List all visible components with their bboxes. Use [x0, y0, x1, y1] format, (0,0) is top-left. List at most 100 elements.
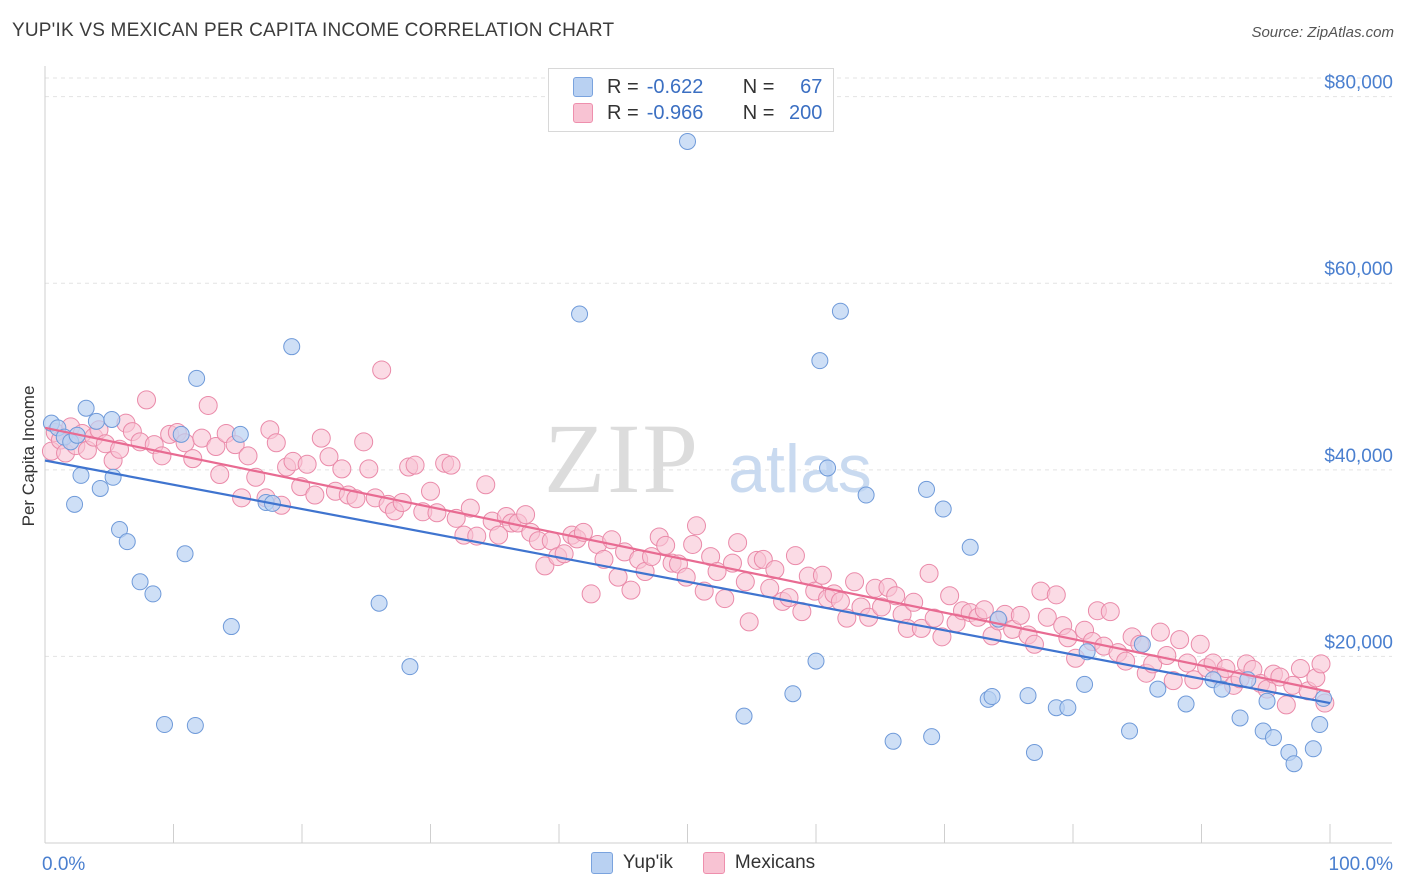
mexicans-point: [728, 533, 748, 553]
mexicans-point: [346, 489, 366, 509]
mexicans-trendline: [44, 426, 1331, 693]
yupik-point: [934, 500, 952, 518]
mexicans-point: [924, 608, 944, 628]
yupik-point: [918, 480, 936, 498]
x-tick-label: 100.0%: [1329, 854, 1394, 875]
mexicans-point: [594, 549, 614, 569]
yupik-point: [831, 302, 849, 320]
mexicans-point: [715, 589, 735, 609]
yupik-point: [131, 573, 149, 591]
yupik-point: [819, 459, 837, 477]
mexicans-point: [460, 498, 480, 518]
mexicans-point: [872, 597, 892, 617]
mexicans-point: [372, 360, 392, 380]
yupik-point: [103, 410, 121, 428]
mexicans-point: [516, 505, 536, 525]
chart-title: YUP'IK VS MEXICAN PER CAPITA INCOME CORR…: [12, 20, 615, 41]
yupik-trendline: [44, 459, 1331, 705]
mexicans-point: [535, 556, 555, 576]
watermark-atlas: atlas: [728, 431, 872, 507]
mexicans-point: [311, 428, 331, 448]
legend-label-mexicans: Mexicans: [734, 852, 816, 873]
yupik-point: [144, 585, 162, 603]
yupik-point: [1149, 680, 1167, 698]
yupik-point: [1133, 635, 1151, 653]
yupik-point: [1025, 744, 1043, 762]
r-value: -0.622: [646, 75, 704, 98]
legend-label-yupik: Yup'ik: [622, 852, 673, 873]
mexicans-point: [192, 428, 212, 448]
yupik-point: [735, 707, 753, 725]
mexicans-point: [421, 481, 440, 501]
yupik-point: [811, 352, 829, 370]
mexicans-point: [354, 432, 374, 452]
yupik-point: [1213, 680, 1231, 698]
mexicans-point: [137, 390, 157, 410]
legend-item-yupik[interactable]: Yup'ik: [590, 852, 673, 874]
yupik-point: [1059, 699, 1077, 717]
y-axis-label: Per Capita Income: [19, 386, 38, 527]
yupik-point: [111, 521, 129, 539]
yupik-point: [188, 369, 206, 387]
mexicans-point: [476, 475, 496, 495]
mexicans-point: [1116, 651, 1136, 671]
yupik-point: [961, 538, 979, 556]
yupik-point: [884, 732, 902, 750]
yupik-point: [222, 618, 240, 636]
mexicans-point: [210, 464, 230, 484]
mexicans-point: [198, 395, 218, 415]
mexicans-point: [489, 525, 509, 545]
mexicans-point: [621, 580, 641, 600]
mexicans-point: [1163, 671, 1183, 691]
yupik-point: [1019, 687, 1037, 705]
y-tick-label: $80,000: [1324, 73, 1393, 94]
mexicans-point: [206, 437, 226, 457]
yupik-point: [571, 305, 589, 323]
legend-swatch-mexicans: [573, 103, 593, 123]
mexicans-point: [332, 459, 352, 479]
mexicans-point: [739, 612, 759, 632]
mexicans-point: [1157, 645, 1177, 665]
series-legend: Yup'ik Mexicans: [0, 852, 1406, 874]
yupik-point: [77, 399, 95, 417]
yupik-point: [1076, 675, 1094, 693]
mexicans-point: [940, 586, 960, 606]
mexicans-point: [779, 588, 799, 608]
zipatlas-watermark: ZIP atlas: [544, 403, 872, 514]
correlation-legend: R = -0.622 N = 67 R = -0.966 N = 200: [548, 68, 834, 132]
yupik-point: [1304, 740, 1322, 758]
n-value: 200: [789, 101, 823, 124]
mexicans-point: [1190, 634, 1210, 654]
yupik-point: [1264, 729, 1282, 747]
mexicans-point: [830, 591, 850, 611]
yupik-points: [42, 132, 1333, 773]
legend-row-mexicans: R = -0.966 N = 200: [573, 100, 822, 126]
legend-item-mexicans[interactable]: Mexicans: [702, 852, 816, 874]
r-label: R =: [607, 75, 639, 98]
source-credit: Source: ZipAtlas.com: [1251, 24, 1394, 41]
mexicans-point: [1100, 602, 1120, 622]
watermark-zip: ZIP: [544, 403, 700, 514]
mexicans-point: [932, 627, 952, 647]
yupik-point: [186, 716, 204, 734]
yupik-point: [679, 132, 696, 150]
mexicans-point: [405, 455, 425, 475]
yupik-point: [118, 533, 136, 551]
tick-labels: $20,000 $40,000 $60,000 $80,000 0.0% 100.0%: [42, 73, 1393, 875]
yupik-point: [1311, 716, 1329, 734]
mexicans-point: [1010, 605, 1030, 625]
mexicans-point: [1046, 585, 1066, 605]
yupik-point: [923, 728, 941, 746]
n-label: N =: [742, 75, 775, 98]
legend-swatch-mexicans: [702, 852, 725, 874]
yupik-point: [87, 412, 105, 430]
n-value: 67: [800, 75, 823, 98]
yupik-point: [401, 658, 419, 676]
mexicans-point: [238, 446, 258, 466]
n-label: N =: [742, 101, 775, 124]
mexicans-point: [1150, 622, 1170, 642]
r-value: -0.966: [646, 101, 704, 124]
mexicans-point: [1170, 630, 1190, 650]
y-tick-label: $20,000: [1324, 632, 1393, 653]
